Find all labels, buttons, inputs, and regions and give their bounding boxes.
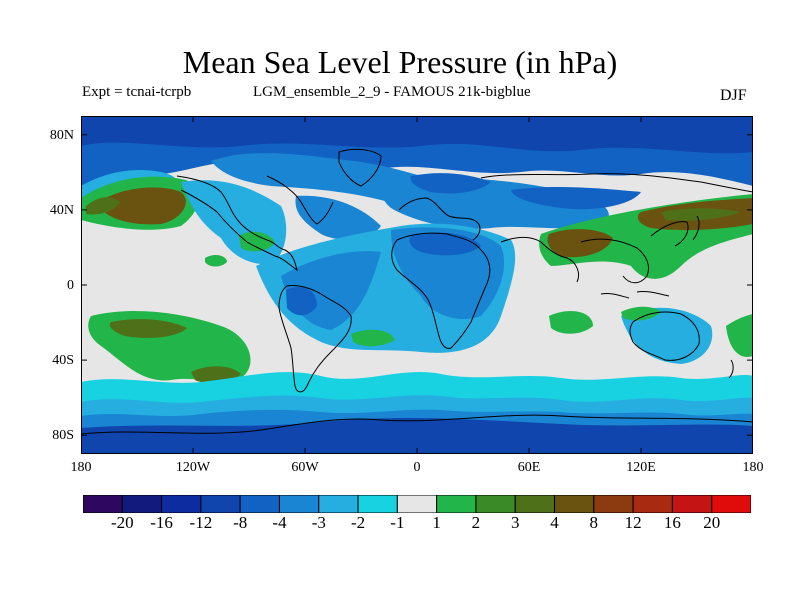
pressure-map: [81, 116, 753, 454]
lon-label-60w: 60W: [291, 460, 319, 475]
colorbar-swatch-11: [514, 495, 556, 513]
colorbar-label-0: -20: [110, 513, 134, 532]
lat-label-0: 0: [67, 278, 74, 293]
colorbar-label-3: -8: [233, 513, 248, 532]
colorbar: [83, 495, 751, 513]
colorbar-label-4: -4: [272, 513, 287, 532]
colorbar-swatch-7: [357, 495, 398, 513]
arctic-deep-field: [81, 116, 753, 154]
lon-label-180e: 180: [742, 460, 764, 475]
indian-ocean-high: [549, 311, 593, 334]
colorbar-label-12: 8: [589, 513, 599, 532]
lon-label-0: 0: [413, 460, 421, 475]
colorbar-label-13: 12: [624, 513, 642, 532]
colorbar-label-14: 16: [663, 513, 681, 532]
south-pacific-high-core: [109, 319, 187, 338]
lat-label-80n: 80N: [49, 128, 74, 143]
colorbar-swatch-6: [318, 495, 359, 513]
colorbar-swatch-3: [200, 495, 241, 513]
lon-label-120e: 120E: [626, 460, 656, 475]
colorbar-label-8: 1: [432, 513, 441, 532]
south-america-low-core: [286, 286, 317, 316]
lat-label-80s: 80S: [52, 428, 74, 443]
colorbar-label-10: 3: [510, 513, 520, 532]
north-atlantic-low: [295, 195, 381, 240]
colorbar-swatch-12: [554, 495, 595, 513]
colorbar-label-9: 2: [471, 513, 481, 532]
eurasia-low-core: [410, 173, 491, 194]
model-label: LGM_ensemble_2_9 - FAMOUS 21k-bigblue: [253, 84, 531, 100]
colorbar-label-2: -12: [189, 513, 213, 532]
colorbar-swatch-0: [83, 495, 123, 513]
north-pacific-high-inner: [86, 197, 121, 215]
experiment-label: Expt = tcnai-tcrpb: [82, 84, 192, 100]
lat-label-40s: 40S: [52, 353, 74, 368]
colorbar-label-5: -3: [311, 513, 326, 532]
colorbar-label-7: -1: [390, 513, 405, 532]
colorbar-swatch-2: [161, 495, 202, 513]
lon-label-180w: 180: [70, 460, 92, 475]
lon-label-60e: 60E: [517, 460, 541, 475]
colorbar-label-15: 20: [703, 513, 721, 532]
colorbar-swatch-15: [671, 495, 713, 513]
australia-low: [621, 307, 713, 364]
east-australia-high: [726, 314, 753, 357]
siberia-low: [511, 186, 641, 210]
season-label: DJF: [720, 87, 747, 104]
lat-label-40n: 40N: [49, 203, 74, 218]
mid-pacific-high-patch: [205, 255, 227, 267]
colorbar-swatch-4: [239, 495, 280, 513]
lon-label-120w: 120W: [175, 460, 211, 475]
gulf-high: [239, 231, 275, 252]
colorbar-swatch-9: [436, 495, 477, 513]
australia-high: [621, 306, 661, 321]
south-atlantic-high: [351, 329, 395, 347]
colorbar-swatch-5: [278, 495, 320, 513]
asia-high-mid: [661, 208, 741, 221]
colorbar-label-6: -2: [351, 513, 366, 532]
colorbar-swatch-8: [396, 495, 438, 513]
africa-low-core: [409, 232, 481, 256]
asia-high-core-west: [547, 229, 613, 258]
north-pacific-high-core: [95, 187, 186, 225]
colorbar-swatch-13: [593, 495, 634, 513]
antarctic-deep: [81, 418, 753, 454]
colorbar-swatch-10: [475, 495, 516, 513]
colorbar-swatch-1: [121, 495, 163, 513]
chart-title: Mean Sea Level Pressure (in hPa): [182, 44, 618, 80]
colorbar-swatch-16: [711, 495, 751, 513]
colorbar-label-11: 4: [550, 513, 559, 532]
colorbar-swatch-14: [632, 495, 673, 513]
coastlines: [81, 148, 753, 435]
colorbar-label-1: -16: [150, 513, 173, 532]
